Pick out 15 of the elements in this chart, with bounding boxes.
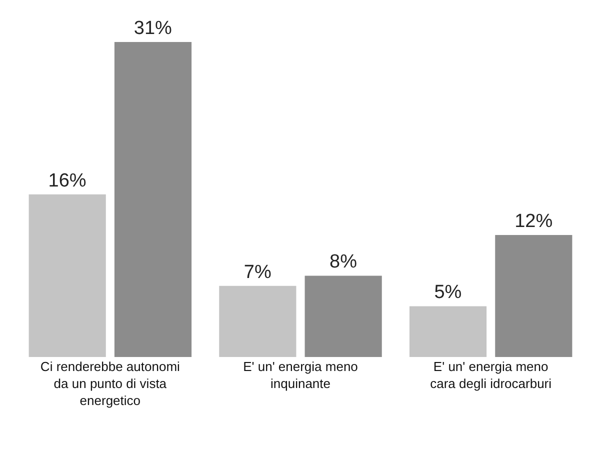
x-tick-label: E' un' energia meno inquinante [243,359,358,391]
data-label: 5% [434,282,462,304]
bar [28,194,106,357]
x-tick-label: Ci renderebbe autonomi da un punto di vista energetico [40,359,180,408]
data-label: 7% [244,262,272,283]
data-label: 16% [48,170,86,192]
data-label: 8% [330,252,358,273]
x-tick-label: E' un' energia meno cara degli idrocarburi [430,359,552,391]
bar [114,42,192,357]
data-label: 31% [134,18,172,39]
data-label: 12% [514,211,553,232]
bar [495,235,572,357]
bar [409,306,487,357]
bar [304,276,382,357]
bar [219,286,296,357]
